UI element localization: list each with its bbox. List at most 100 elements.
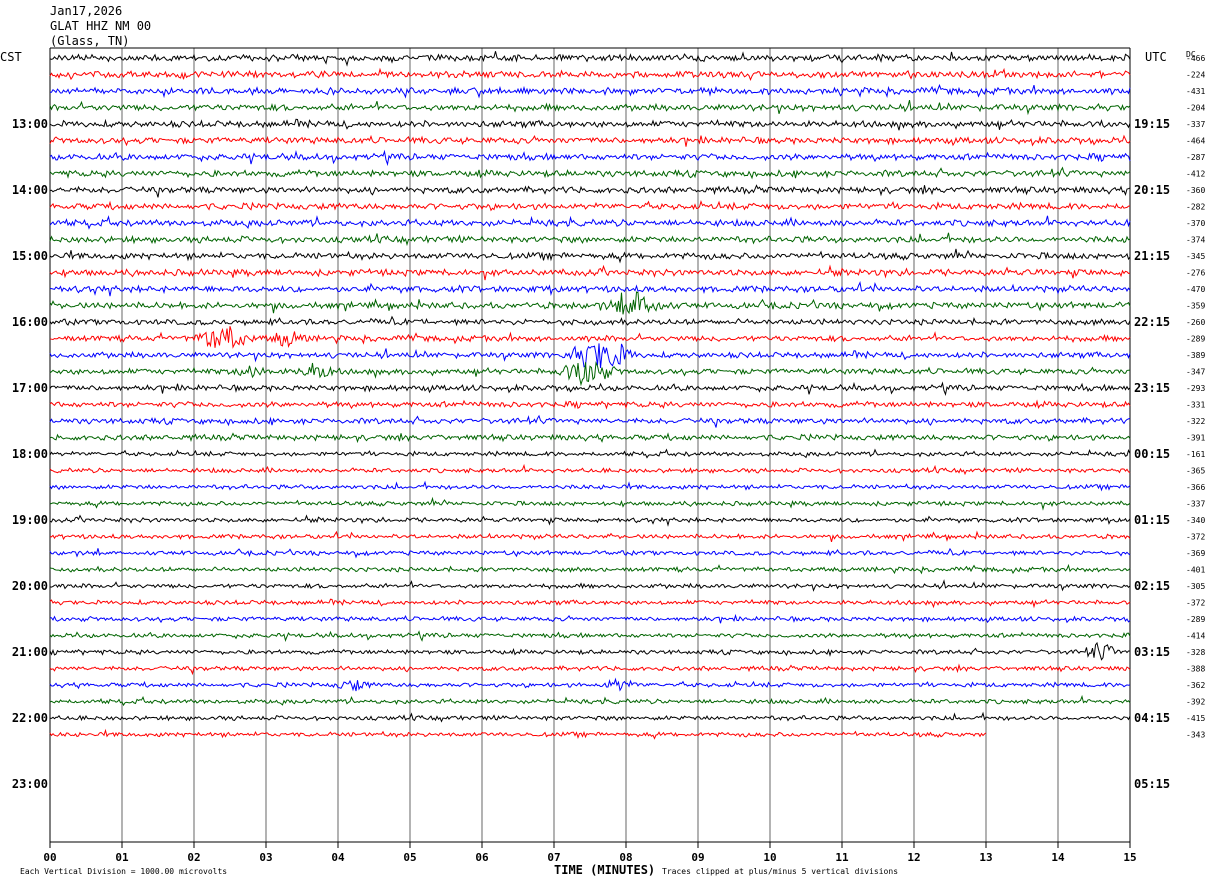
left-hour-label: 20:00	[12, 579, 48, 593]
dc-offset-label: -204	[1186, 104, 1205, 113]
dc-offset-label: -401	[1186, 566, 1205, 575]
dc-offset-label: -372	[1186, 533, 1205, 542]
right-hour-label: 20:15	[1134, 183, 1170, 197]
dc-offset-label: -431	[1186, 87, 1205, 96]
dc-offset-label: -289	[1186, 615, 1205, 624]
seismic-trace	[49, 232, 1131, 247]
dc-offset-label: -370	[1186, 219, 1205, 228]
dc-offset-label: -345	[1186, 252, 1205, 261]
right-axis-label: UTC	[1145, 50, 1167, 64]
x-tick-label: 12	[907, 851, 920, 864]
seismic-trace	[49, 530, 1131, 543]
x-tick-label: 13	[979, 851, 992, 864]
x-tick-label: 00	[43, 851, 56, 864]
dc-offset-label: -322	[1186, 417, 1205, 426]
dc-offset-label: -260	[1186, 318, 1205, 327]
seismic-trace	[49, 248, 1131, 264]
dc-offset-label: -347	[1186, 368, 1205, 377]
dc-offset-label: -359	[1186, 302, 1205, 311]
dc-header: DC	[1186, 50, 1196, 59]
seismic-trace	[49, 99, 1131, 116]
seismic-trace	[49, 414, 1131, 428]
trace-layer	[49, 51, 1131, 740]
seismic-trace	[49, 264, 1131, 281]
left-hour-label: 13:00	[12, 117, 48, 131]
dc-offset-label: -340	[1186, 516, 1205, 525]
x-axis-title: TIME (MINUTES)	[554, 863, 656, 877]
dc-offset-label: -366	[1186, 483, 1205, 492]
seismic-trace	[49, 399, 1131, 410]
dc-offset-label: -305	[1186, 582, 1205, 591]
left-hour-label: 21:00	[12, 645, 48, 659]
left-hour-label: 22:00	[12, 711, 48, 725]
left-hour-label: 18:00	[12, 447, 48, 461]
right-hour-label: 04:15	[1134, 711, 1170, 725]
seismic-trace	[49, 677, 1131, 692]
x-tick-label: 05	[403, 851, 416, 864]
seismic-trace	[49, 630, 1131, 643]
seismic-trace	[49, 463, 1131, 476]
dc-offset-label: -289	[1186, 335, 1205, 344]
dc-offset-label: -293	[1186, 384, 1205, 393]
right-hour-label: 05:15	[1134, 777, 1170, 791]
seismic-trace	[50, 83, 1131, 99]
seismic-trace	[49, 480, 1131, 492]
x-tick-label: 09	[691, 851, 704, 864]
seismic-trace	[49, 326, 1131, 349]
left-hour-label: 16:00	[12, 315, 48, 329]
seismic-trace	[49, 728, 987, 740]
dc-offset-label: -224	[1186, 71, 1205, 80]
dc-offset-label: -392	[1186, 698, 1205, 707]
header-location: (Glass, TN)	[50, 34, 130, 48]
header-date: Jan17,2026	[50, 4, 123, 18]
dc-offset-label: -343	[1186, 731, 1205, 740]
dc-offset-label: -337	[1186, 120, 1205, 129]
left-hour-label: 15:00	[12, 249, 48, 263]
x-tick-label: 02	[187, 851, 200, 864]
x-tick-label: 04	[331, 851, 345, 864]
scale-note: Each Vertical Division = 1000.00 microvo…	[20, 867, 228, 876]
seismic-trace	[49, 694, 1131, 707]
seismic-trace	[49, 563, 1131, 575]
right-hour-label: 23:15	[1134, 381, 1170, 395]
seismic-trace	[49, 200, 1131, 212]
dc-offset-label: -360	[1186, 186, 1205, 195]
seismic-trace	[49, 166, 1131, 180]
header-station: GLAT HHZ NM 00	[50, 19, 152, 33]
left-hour-label: 14:00	[12, 183, 48, 197]
dc-offset-label: -466	[1186, 54, 1205, 63]
seismic-trace	[49, 711, 1131, 723]
right-hour-label: 02:15	[1134, 579, 1170, 593]
seismic-trace	[49, 51, 1131, 67]
x-tick-label: 15	[1123, 851, 1136, 864]
x-tick-label: 08	[619, 851, 632, 864]
x-tick-label: 01	[115, 851, 129, 864]
dc-offset-label: -464	[1186, 137, 1205, 146]
label-layer: 00 01 02 03 04 05 06 07 08 09 10 11 12 13 14 15 CST UTC DC…	[0, 50, 1205, 864]
dc-offset-label: -337	[1186, 500, 1205, 509]
clip-note: Traces clipped at plus/minus 5 vertical …	[662, 867, 899, 876]
right-hour-label: 22:15	[1134, 315, 1170, 329]
dc-offset-label: -388	[1186, 665, 1205, 674]
dc-offset-label: -391	[1186, 434, 1205, 443]
right-hour-label: 21:15	[1134, 249, 1170, 263]
seismic-trace	[49, 598, 1131, 609]
seismic-trace	[49, 315, 1131, 327]
dc-offset-label: -362	[1186, 681, 1205, 690]
left-hour-label: 23:00	[12, 777, 48, 791]
dc-offset-label: -414	[1186, 632, 1205, 641]
x-tick-label: 03	[259, 851, 272, 864]
dc-offset-label: -412	[1186, 170, 1205, 179]
x-tick-label: 07	[547, 851, 560, 864]
x-tick-label: 14	[1051, 851, 1065, 864]
seismic-trace	[49, 381, 1131, 397]
left-hour-label: 17:00	[12, 381, 48, 395]
seismic-trace	[49, 448, 1131, 459]
dc-offset-label: -331	[1186, 401, 1205, 410]
seismic-trace	[49, 118, 1131, 131]
seismic-trace	[49, 215, 1131, 230]
right-hour-label: 03:15	[1134, 645, 1170, 659]
left-axis-label: CST	[0, 50, 22, 64]
dc-offset-label: -365	[1186, 467, 1205, 476]
